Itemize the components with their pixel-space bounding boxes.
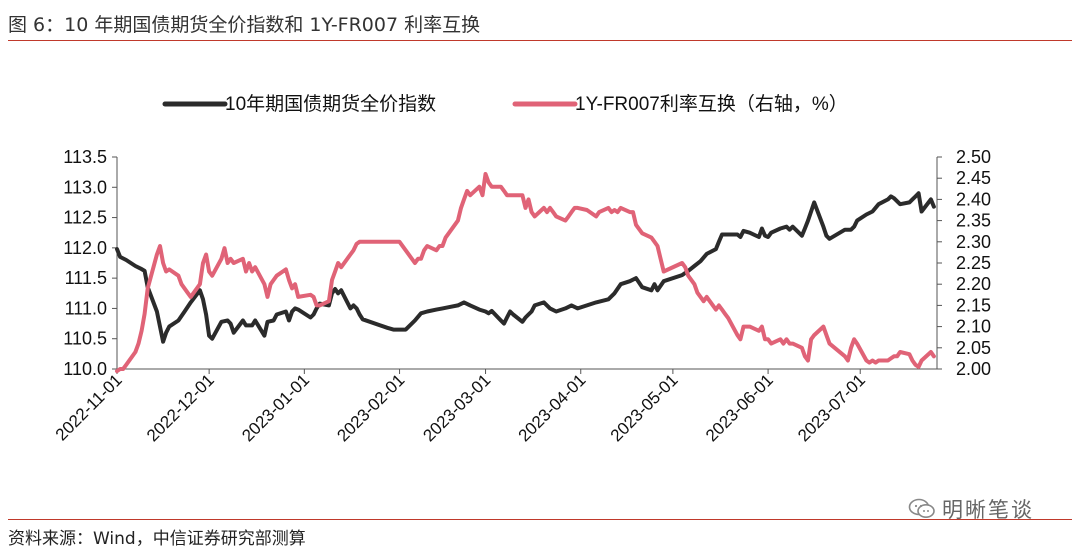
x-tick-label: 2023-06-01	[702, 370, 777, 445]
right-y-tick-label: 2.45	[956, 168, 991, 188]
swap-rate-line	[115, 172, 936, 374]
right-y-tick-label: 2.25	[956, 253, 991, 273]
left-y-tick-label: 110.5	[63, 329, 107, 349]
x-tick-label: 2023-05-01	[607, 370, 682, 445]
left-y-tick-label: 113.0	[63, 177, 107, 197]
left-y-tick-label: 110.0	[63, 359, 107, 379]
right-y-tick-label: 2.05	[956, 338, 991, 358]
chart: 110.0 110.5 111.0 111.5 112.0 112.5 113.0 113.5…	[52, 93, 991, 445]
x-tick-label: 2023-03-01	[419, 370, 494, 445]
left-y-tick-label: 112.5	[63, 208, 107, 228]
x-tick-label: 2023-04-01	[515, 370, 590, 445]
x-tick-label: 2022-12-01	[143, 370, 218, 445]
left-y-tick-label: 112.0	[63, 238, 107, 258]
right-y-tick-label: 2.20	[956, 274, 991, 294]
right-y-tick-label: 2.30	[956, 232, 991, 252]
legend-label-swap: 1Y-FR007利率互换（右轴，%）	[575, 93, 848, 115]
legend-label-bond: 10年期国债期货全价指数	[225, 93, 436, 115]
x-tick-label: 2022-11-01	[52, 370, 126, 444]
bond-futures-index-line	[115, 191, 936, 344]
left-y-tick-label: 111.0	[65, 298, 107, 318]
figure-title: 图 6：10 年期国债期货全价指数和 1Y-FR007 利率互换	[8, 14, 481, 36]
right-y-tick-label: 2.40	[956, 189, 991, 209]
chat-bubble-icon	[908, 498, 935, 518]
bottom-rule	[8, 519, 1072, 520]
watermark: 明晰笔谈	[908, 494, 1034, 524]
right-y-tick-label: 2.15	[956, 295, 991, 315]
right-y-tick-label: 2.50	[956, 147, 991, 167]
x-tick-label: 2023-02-01	[333, 370, 408, 445]
left-y-tick-label: 113.5	[63, 147, 107, 167]
right-y-tick-label: 2.10	[956, 317, 991, 337]
right-y-tick-label: 2.00	[956, 359, 991, 379]
x-tick-label: 2023-01-01	[238, 370, 313, 445]
left-y-tick-label: 111.5	[65, 268, 107, 288]
source-note: 资料来源：Wind，中信证券研究部测算	[8, 529, 306, 549]
x-tick-label: 2023-07-01	[794, 370, 869, 445]
right-y-tick-label: 2.35	[956, 211, 991, 231]
watermark-text: 明晰笔谈	[942, 498, 1034, 522]
top-rule	[8, 40, 1072, 41]
